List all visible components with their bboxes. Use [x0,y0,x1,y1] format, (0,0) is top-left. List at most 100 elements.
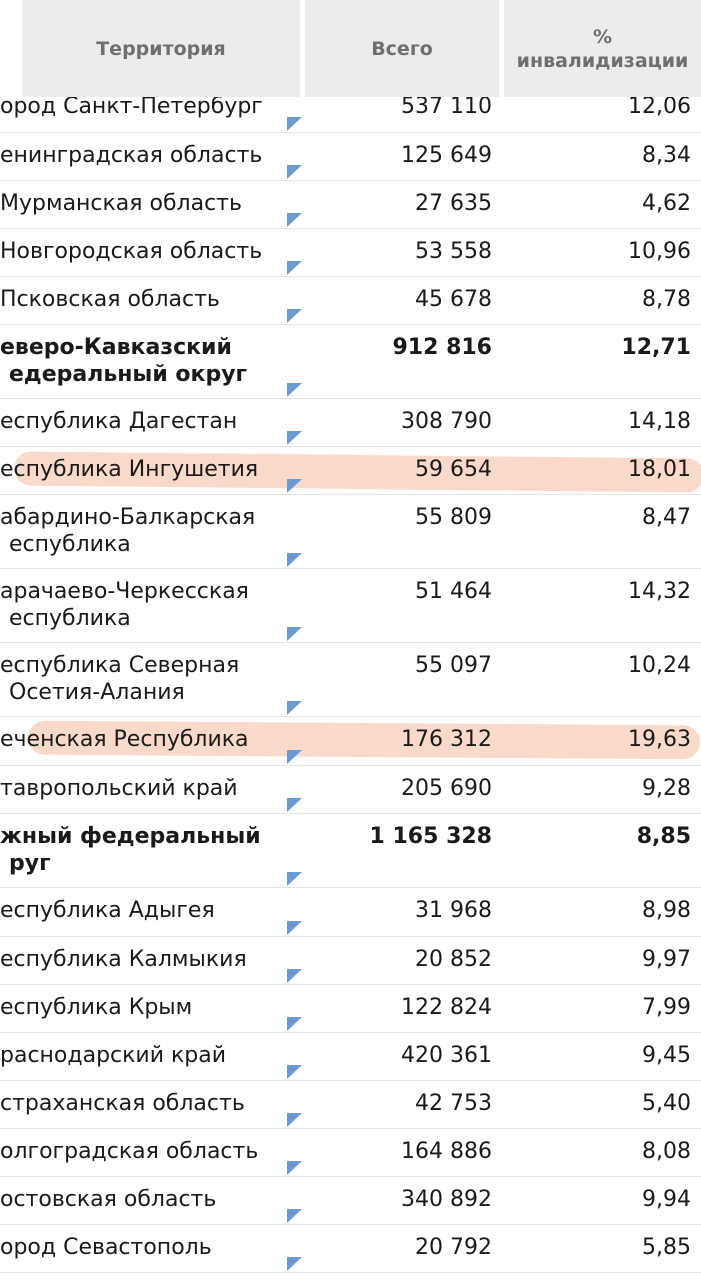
territory-cell: Псковская область [0,287,220,312]
table-row: еверо-Кавказский едеральный округ 912 816… [0,325,701,399]
total-cell: 205 690 [401,776,492,801]
table-row: Псковская область 45 678 8,78 [0,277,701,325]
table-row: Мурманская область 27 635 4,62 [0,181,701,229]
comment-flag-icon[interactable] [287,1113,302,1127]
table-row: арачаево-Черкесская еспублика 51 464 14,32 [0,569,701,643]
percent-cell: 12,06 [628,94,691,119]
territory-cell: Мурманская область [0,191,242,216]
total-cell: 122 824 [401,995,492,1020]
table-row: абардино-Балкарская еспублика 55 809 8,47 [0,495,701,569]
territory-cell: еспублика Калмыкия [0,947,247,972]
table-row: страханская область 42 753 5,40 [0,1081,701,1129]
column-header-percent[interactable]: % инвалидизации [504,0,701,97]
table-row: остовская область 340 892 9,94 [0,1177,701,1225]
percent-cell: 8,78 [642,287,691,312]
comment-flag-icon[interactable] [287,213,302,227]
comment-flag-icon[interactable] [287,479,302,493]
territory-cell: остовская область [0,1187,217,1212]
comment-flag-icon[interactable] [287,383,302,397]
table-row: енинградская область 125 649 8,34 [0,133,701,181]
comment-flag-icon[interactable] [287,750,302,764]
territory-cell: раснодарский край [0,1043,227,1068]
total-cell: 125 649 [401,143,492,168]
total-cell: 31 968 [415,898,492,923]
column-header-territory[interactable]: Территория [22,0,300,97]
percent-cell: 9,97 [642,947,691,972]
total-cell: 51 464 [415,579,492,604]
comment-flag-icon[interactable] [287,1065,302,1079]
comment-flag-icon[interactable] [287,627,302,641]
comment-flag-icon[interactable] [287,872,302,886]
percent-cell: 14,32 [628,579,691,604]
total-cell: 340 892 [401,1187,492,1212]
territory-cell: жный федеральный руг [0,824,261,876]
table-row: ород Санкт-Петербург 537 110 12,06 [0,84,701,133]
total-cell: 537 110 [401,94,492,119]
comment-flag-icon[interactable] [287,553,302,567]
comment-flag-icon[interactable] [287,1209,302,1223]
percent-cell: 12,71 [621,335,691,360]
territory-cell: еченская Республика [0,727,249,752]
total-cell: 53 558 [415,239,492,264]
total-cell: 308 790 [401,409,492,434]
comment-flag-icon[interactable] [287,1161,302,1175]
percent-cell: 10,24 [628,653,691,678]
total-cell: 45 678 [415,287,492,312]
territory-cell: страханская область [0,1091,245,1116]
table-row: еспублика Крым 122 824 7,99 [0,985,701,1033]
table-row: жный федеральный руг 1 165 328 8,85 [0,814,701,888]
total-cell: 1 165 328 [369,824,492,849]
percent-cell: 7,99 [642,995,691,1020]
percent-cell: 19,63 [628,727,691,752]
percent-cell: 8,98 [642,898,691,923]
comment-flag-icon[interactable] [287,798,302,812]
comment-flag-icon[interactable] [287,921,302,935]
territory-cell: еспублика Ингушетия [0,457,259,482]
total-cell: 27 635 [415,191,492,216]
territory-cell: Новгородская область [0,239,263,264]
total-cell: 912 816 [392,335,492,360]
comment-flag-icon[interactable] [287,701,302,715]
table-header: Территория Всего % инвалидизации [0,0,701,97]
total-cell: 20 792 [415,1235,492,1260]
table-row: еспублика Ингушетия 59 654 18,01 [0,447,701,495]
territory-cell: енинградская область [0,143,263,168]
territory-cell: тавропольский край [0,776,238,801]
comment-flag-icon[interactable] [287,1017,302,1031]
territory-cell: еспублика Адыгея [0,898,215,923]
percent-cell: 5,40 [642,1091,691,1116]
table-row: еспублика Калмыкия 20 852 9,97 [0,937,701,985]
table-row: тавропольский край 205 690 9,28 [0,766,701,814]
percent-cell: 8,47 [642,505,691,530]
comment-flag-icon[interactable] [287,1257,302,1271]
percent-cell: 5,85 [642,1235,691,1260]
percent-cell: 4,62 [642,191,691,216]
table-row: еченская Республика 176 312 19,63 [0,717,701,766]
territory-cell: еспублика Северная Осетия-Алания [0,653,240,705]
table-row: раснодарский край 420 361 9,45 [0,1033,701,1081]
comment-flag-icon[interactable] [287,969,302,983]
column-header-total[interactable]: Всего [305,0,499,97]
territory-cell: еверо-Кавказский едеральный округ [0,335,248,387]
total-cell: 55 809 [415,505,492,530]
territory-cell: ород Севастополь [0,1235,212,1260]
total-cell: 42 753 [415,1091,492,1116]
territory-cell: олгоградская область [0,1139,259,1164]
table-row: еспублика Северная Осетия-Алания 55 097 10… [0,643,701,717]
territory-cell: еспублика Дагестан [0,409,238,434]
territory-cell: ород Санкт-Петербург [0,94,263,119]
comment-flag-icon[interactable] [287,261,302,275]
comment-flag-icon[interactable] [287,165,302,179]
total-cell: 20 852 [415,947,492,972]
total-cell: 55 097 [415,653,492,678]
table-row: Новгородская область 53 558 10,96 [0,229,701,277]
comment-flag-icon[interactable] [287,309,302,323]
total-cell: 176 312 [401,727,492,752]
table-row: олгоградская область 164 886 8,08 [0,1129,701,1177]
percent-cell: 9,28 [642,776,691,801]
total-cell: 59 654 [415,457,492,482]
percent-cell: 8,08 [642,1139,691,1164]
comment-flag-icon[interactable] [287,431,302,445]
comment-flag-icon[interactable] [287,117,302,131]
